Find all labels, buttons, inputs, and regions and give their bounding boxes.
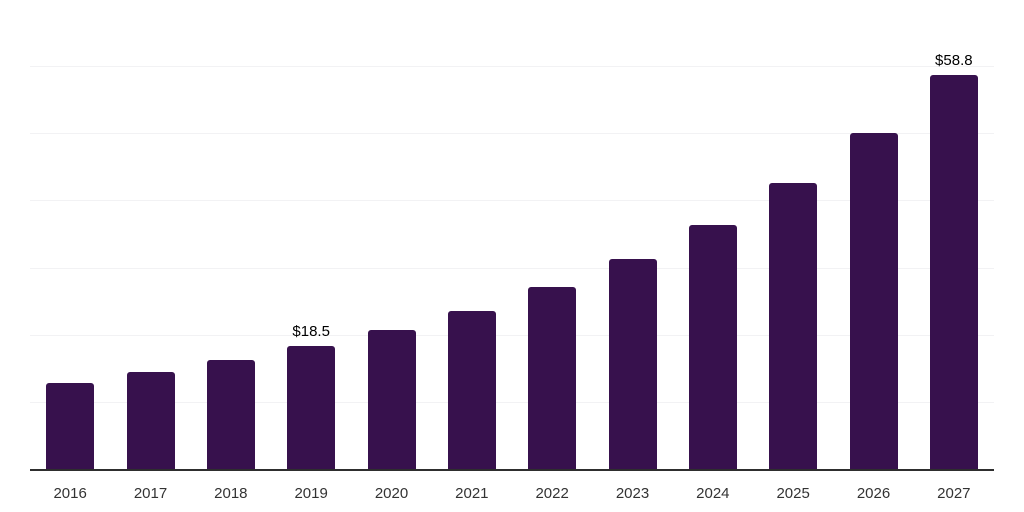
x-tick-label-2018: 2018 <box>214 485 248 502</box>
bar-2022 <box>528 287 577 470</box>
bar-2020 <box>367 329 416 470</box>
x-axis-labels: 2016 2017 2018 2019 2020 2021 2022 2023 2024 2025… <box>30 485 994 505</box>
x-tick-label-2017: 2017 <box>133 485 168 502</box>
x-tick-label-2027: 2027 <box>937 485 971 502</box>
x-axis-line <box>30 469 994 471</box>
x-tick-label-2016: 2016 <box>53 485 87 502</box>
x-tick-label-2026: 2026 <box>856 485 891 502</box>
x-tick-label-2019: 2019 <box>294 485 328 502</box>
plot-area: $18.5 $58.8 <box>30 0 994 470</box>
x-tick-label-2021: 2021 <box>455 485 489 502</box>
data-label-2019: $18.5 <box>292 322 330 340</box>
bar-2026 <box>849 132 898 470</box>
bar-2018 <box>206 359 255 470</box>
x-tick-label-2020: 2020 <box>374 485 409 502</box>
bar-2023 <box>608 258 657 470</box>
bar-2024 <box>688 224 737 470</box>
gridline-50 <box>30 133 994 135</box>
bar-2017 <box>126 371 175 470</box>
gridline-40 <box>30 200 994 202</box>
bar-2019 <box>287 345 336 470</box>
data-label-2027: $58.8 <box>935 52 973 70</box>
bar-2016 <box>46 382 95 470</box>
x-tick-label-2023: 2023 <box>615 485 650 502</box>
gridline-20 <box>30 334 994 336</box>
gridline-10 <box>30 401 994 403</box>
bar-2027 <box>929 75 978 470</box>
bar-2021 <box>447 310 496 470</box>
bar-2025 <box>769 182 818 470</box>
gridline-30 <box>30 267 994 269</box>
x-tick-label-2024: 2024 <box>696 485 730 502</box>
x-tick-label-2025: 2025 <box>776 485 810 502</box>
x-tick-label-2022: 2022 <box>535 485 569 502</box>
gridline-60 <box>30 66 994 68</box>
